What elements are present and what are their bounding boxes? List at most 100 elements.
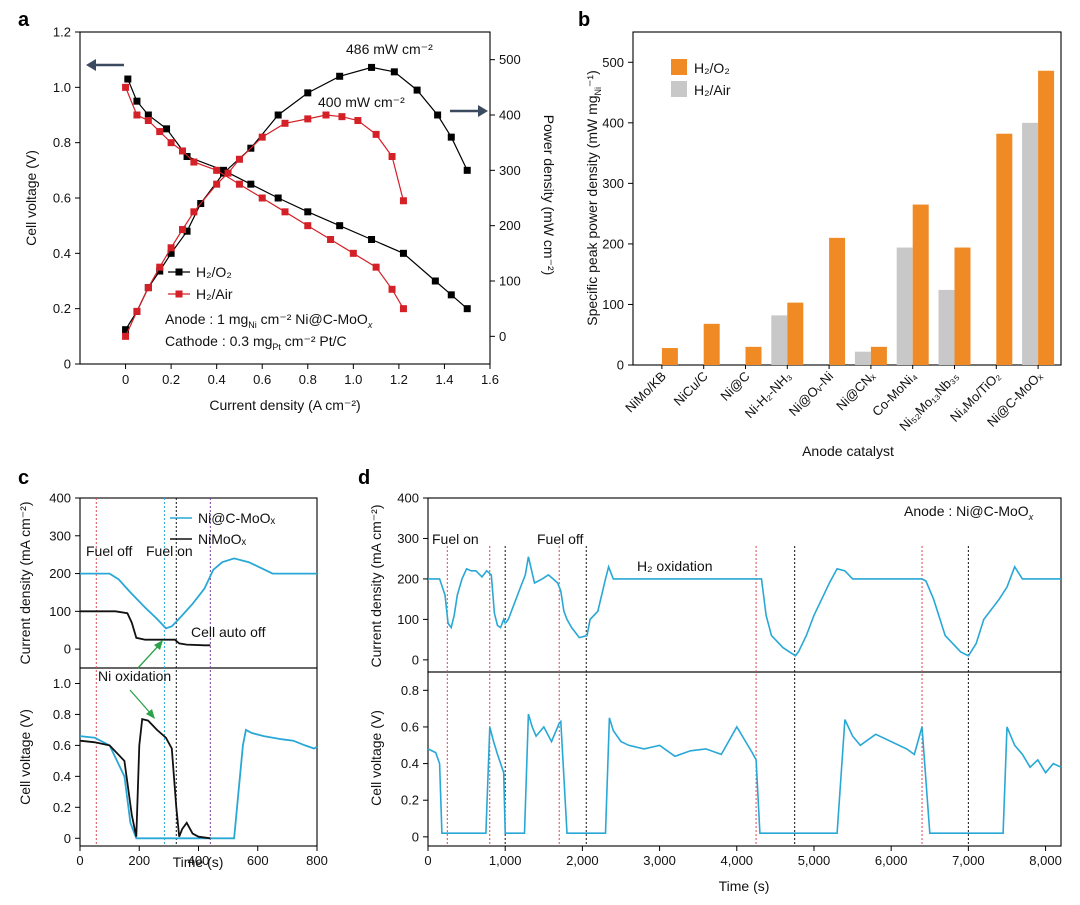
panel-label-b: b: [578, 9, 590, 31]
c-voltage-line-1: [79, 717, 211, 840]
a-point-voltage-1: [304, 222, 312, 230]
a-ytick-right-label: 400: [499, 108, 521, 123]
panel-c-y-bottom-label: Cell voltage (V): [17, 709, 33, 805]
right-axis-arrow: [450, 105, 488, 117]
c-xtick-label: 0: [76, 853, 83, 868]
legend-c-nic-moox: Ni@C-MoOₓ: [198, 510, 276, 526]
a-point-voltage-0: [163, 125, 171, 133]
c-ytick-bottom-label: 1.0: [53, 676, 71, 691]
a-point-voltage-1: [156, 128, 164, 136]
a-point-voltage-0: [431, 277, 439, 285]
left-axis-arrow: [86, 59, 124, 71]
bar-h2o2: [912, 204, 929, 365]
legend-h2o2: H₂/O₂: [196, 264, 232, 280]
a-point-voltage-1: [133, 111, 141, 119]
a-point-power-0: [304, 89, 312, 97]
a-point-power-1: [179, 226, 186, 234]
panel-d-event-lines: [446, 546, 969, 846]
a-ytick-right-label: 0: [499, 329, 506, 344]
a-xtick-label: 1.6: [481, 372, 499, 387]
bar-h2o2: [745, 346, 762, 365]
a-point-power-0: [434, 111, 442, 119]
b-category-label: NiMo/KB: [622, 369, 669, 416]
a-point-power-0: [274, 111, 282, 119]
d-ytick-top-label: 300: [397, 531, 419, 546]
d-xtick-label: 5,000: [798, 853, 831, 868]
bar-h2o2: [996, 133, 1013, 365]
a-ytick-label: 0.4: [53, 246, 71, 261]
a-point-voltage-1: [388, 285, 396, 293]
c-voltage-line-0: [79, 728, 318, 840]
panel-a-y-right-label: Power density (mW cm⁻²): [541, 115, 557, 276]
panel-a-y-right-ticks: 0 100 200 300 400 500: [490, 52, 521, 344]
panel-d-ticks: 0 1,000 2,000 3,000 4,000 5,000 6,000 7,000 8,00…: [397, 491, 1062, 869]
a-point-voltage-0: [304, 208, 312, 216]
panel-b-x-labels: NiMo/KB NiCu/C Ni@CNi-H₂-NH₃Ni@Oᵥ-NiNi@CNₓ…: [622, 365, 1046, 434]
panel-label-d: d: [358, 467, 370, 489]
d-ytick-top-label: 200: [397, 571, 419, 586]
c-ytick-bottom-label: 0.2: [53, 800, 71, 815]
c-ytick-top-label: 400: [49, 491, 71, 506]
a-ytick-right-label: 100: [499, 274, 521, 289]
panel-c-ticks: 0 200 400 600 800 0 100 200 300 400 0 0.2 0.4 0.6 0.8 1…: [49, 491, 328, 869]
d-xtick-label: 8,000: [1029, 853, 1062, 868]
a-xtick-label: 0.6: [253, 372, 271, 387]
a-point-voltage-0: [463, 305, 471, 313]
a-point-voltage-0: [133, 97, 141, 105]
a-point-voltage-1: [122, 83, 130, 91]
panel-c-legend: Ni@C-MoOₓ NiMoOₓ: [170, 510, 276, 547]
a-ytick-label: 0.6: [53, 191, 71, 206]
panel-a-x-ticks: 0 0.2 0.4 0.6 0.8 1.0 1.2 1.4 1.6: [122, 364, 499, 387]
panel-d: d 0 1,000 2,000 3,000 4,000 5,000 6,000 7,000 8,…: [358, 467, 1062, 894]
d-ytick-top-label: 400: [397, 491, 419, 506]
d-xtick-label: 4,000: [721, 853, 754, 868]
a-point-voltage-1: [258, 194, 266, 202]
b-ytick-label: 500: [602, 55, 624, 70]
a-point-voltage-1: [399, 305, 407, 313]
a-point-power-0: [463, 166, 471, 174]
a-point-voltage-1: [179, 147, 186, 155]
a-point-power-0: [447, 133, 455, 141]
d-ytick-bottom-label: 0.4: [401, 756, 419, 771]
a-point-voltage-0: [447, 291, 455, 299]
c-current-line-0: [80, 557, 317, 630]
a-point-power-1: [388, 153, 396, 160]
panel-a-y-left-ticks: 0 0.2 0.4 0.6 0.8 1.0 1.2: [53, 25, 80, 372]
a-point-power-1: [133, 307, 141, 315]
b-ytick-label: 100: [602, 297, 624, 312]
panel-c: c 0 200 400 600 800 0 100 200 300 400 0 0.2 0.4 0.6 0.…: [17, 467, 328, 870]
c-ytick-top-label: 200: [49, 566, 71, 581]
d-ytick-top-label: 0: [412, 652, 419, 667]
a-point-voltage-0: [399, 249, 407, 257]
a-line-power-0: [125, 66, 468, 331]
d-xtick-label: 3,000: [643, 853, 676, 868]
d-xtick-label: 0: [424, 853, 431, 868]
d-xtick-label: 1,000: [489, 853, 522, 868]
legend-swatch-h2air: [671, 81, 687, 97]
bar-h2air: [1022, 122, 1039, 366]
anode-label-d: Anode : Ni@C-MoOx: [904, 503, 1034, 522]
d-ytick-top-label: 100: [397, 612, 419, 627]
panel-label-c: c: [18, 467, 29, 489]
d-voltage-line-0: [427, 713, 1062, 835]
a-xtick-label: 0.2: [162, 372, 180, 387]
a-point-power-1: [235, 155, 243, 163]
a-xtick-label: 1.0: [344, 372, 362, 387]
panel-b-legend: H₂/O₂ H₂/Air: [671, 59, 731, 98]
a-point-power-1: [399, 197, 407, 205]
c-xtick-label: 400: [188, 853, 210, 868]
a-point-power-1: [167, 244, 175, 252]
b-ytick-label: 200: [602, 236, 624, 251]
bar-h2o2: [703, 323, 720, 365]
a-point-voltage-0: [368, 236, 376, 243]
a-point-power-0: [167, 249, 175, 257]
a-point-voltage-0: [124, 75, 132, 83]
a-point-power-1: [372, 130, 380, 138]
bar-h2o2: [661, 348, 678, 365]
a-point-voltage-0: [247, 180, 255, 188]
a-point-voltage-1: [281, 208, 289, 216]
a-point-voltage-1: [213, 166, 221, 174]
panel-d-y-top-label: Current density (mA cm⁻²): [368, 505, 384, 668]
c-xtick-label: 800: [306, 853, 328, 868]
